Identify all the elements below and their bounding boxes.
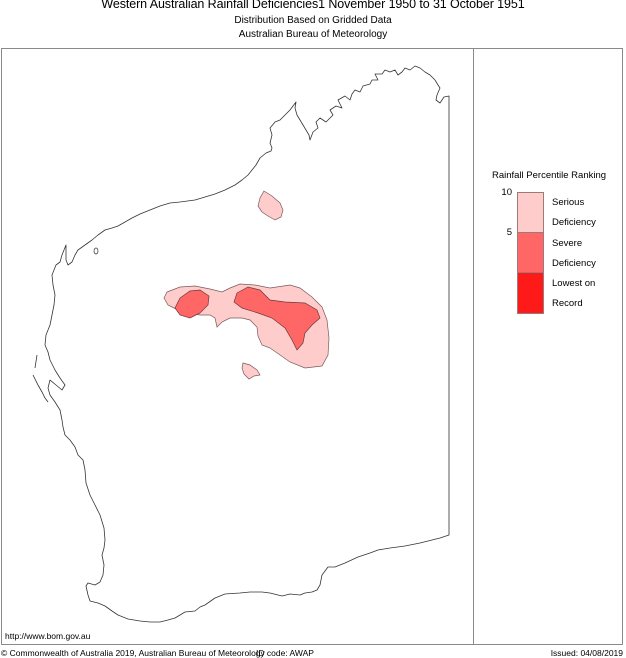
legend-label-line: Serious xyxy=(552,197,585,208)
legend-label-serious: Serious Deficiency xyxy=(552,193,622,233)
legend-label-severe: Severe Deficiency xyxy=(552,234,622,274)
legend-label-line: Deficiency xyxy=(552,258,596,269)
legend-swatch-lowest xyxy=(517,272,544,314)
legend-label-lowest: Lowest on Record xyxy=(552,274,622,314)
severe-deficiency-region xyxy=(233,286,321,351)
map-subtitle: Distribution Based on Gridded Data xyxy=(234,15,392,26)
map-source: Australian Bureau of Meteorology xyxy=(238,29,388,40)
legend-swatch-serious xyxy=(517,192,544,233)
island-outline xyxy=(93,247,99,255)
legend-label-line: Deficiency xyxy=(552,217,596,228)
serious-deficiency-region xyxy=(241,362,261,380)
map-title: Western Australian Rainfall Deficiencies… xyxy=(101,0,525,11)
legend-swatch-severe xyxy=(517,232,544,273)
map-frame xyxy=(1,48,623,645)
serious-deficiency-region xyxy=(257,190,284,221)
legend-tick-5: 5 xyxy=(506,227,512,238)
copyright-text: © Commonwealth of Australia 2019, Austra… xyxy=(1,648,265,658)
western-australia-outline xyxy=(44,65,450,623)
island-outline xyxy=(34,354,38,369)
island-outline xyxy=(32,374,49,403)
legend-divider xyxy=(473,48,474,645)
severe-deficiency-region xyxy=(174,289,210,319)
legend-label-line: Record xyxy=(552,298,583,309)
issued-date: Issued: 04/08/2019 xyxy=(550,648,623,658)
legend-label-line: Severe xyxy=(552,238,583,249)
legend-tick-10: 10 xyxy=(501,187,512,198)
id-code: ID code: AWAP xyxy=(256,648,314,658)
legend-title: Rainfall Percentile Ranking xyxy=(491,170,607,181)
legend-label-line: Lowest on xyxy=(552,278,596,289)
source-url[interactable]: http://www.bom.gov.au xyxy=(5,631,91,641)
